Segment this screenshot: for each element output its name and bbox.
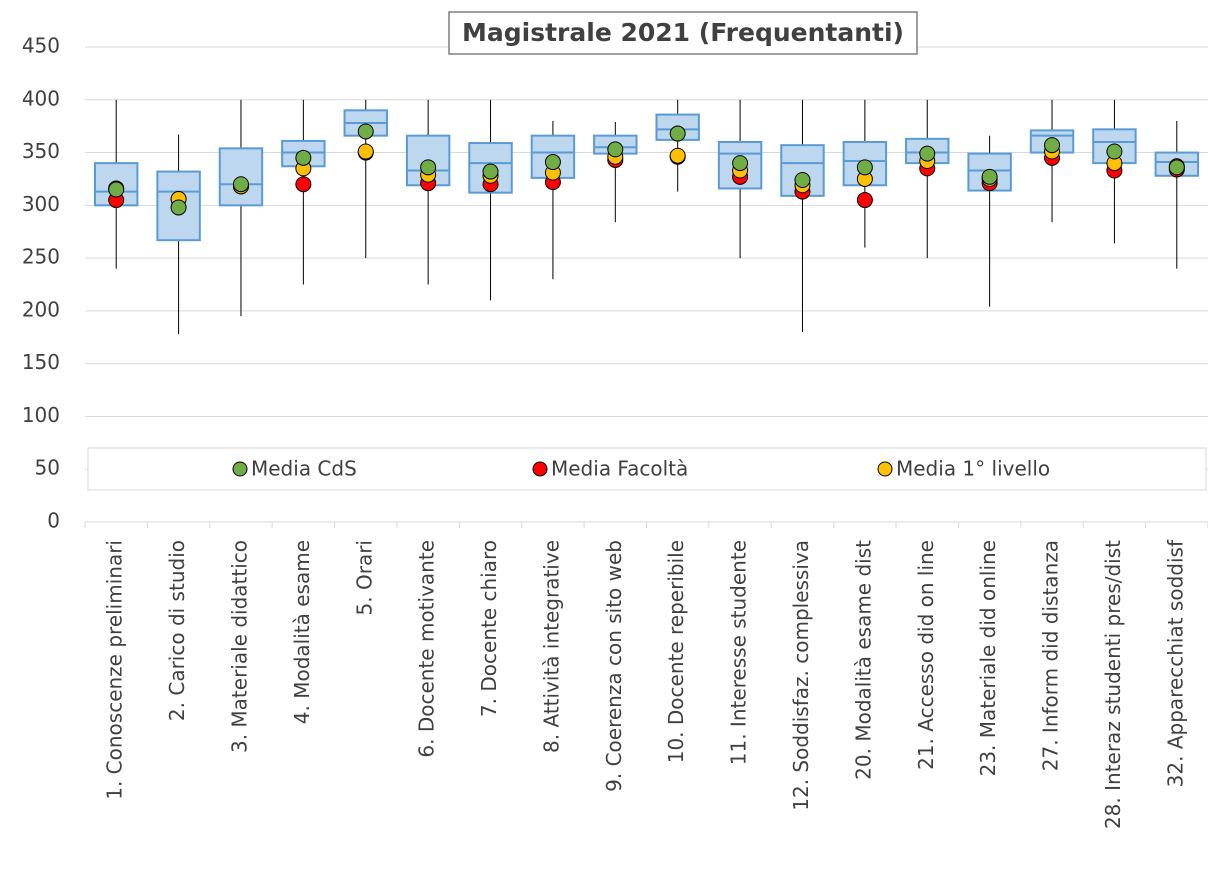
y-tick-label: 0 bbox=[47, 509, 60, 533]
legend-marker bbox=[877, 461, 893, 477]
x-tick-label: 10. Docente reperibile bbox=[664, 540, 688, 763]
x-tick-label: 5. Orari bbox=[352, 540, 376, 615]
legend-marker bbox=[232, 461, 248, 477]
mean-point bbox=[856, 159, 873, 176]
x-tick-label: 6. Docente motivante bbox=[415, 540, 439, 758]
x-tick-label: 11. Interesse studente bbox=[727, 540, 751, 765]
x-tick-label: 2. Carico di studio bbox=[165, 540, 189, 721]
mean-point bbox=[357, 143, 374, 160]
mean-point bbox=[482, 163, 499, 180]
mean-point bbox=[544, 154, 561, 171]
x-tick-label: 1. Conoscenze preliminari bbox=[103, 540, 127, 800]
mean-point bbox=[856, 192, 873, 209]
x-tick-label: 27. Inform did distanza bbox=[1039, 540, 1063, 771]
legend-label: Media 1° livello bbox=[896, 457, 1050, 481]
chart-title: Magistrale 2021 (Frequentanti) bbox=[462, 18, 904, 47]
y-tick-label: 50 bbox=[35, 456, 60, 480]
mean-point bbox=[420, 159, 437, 176]
x-tick-label: 7. Docente chiaro bbox=[477, 540, 501, 717]
x-tick-label: 32. Apparecchiat soddisf bbox=[1163, 539, 1187, 787]
x-tick-label: 21. Accesso did on line bbox=[914, 540, 938, 770]
x-tick-label: 28. Interaz studenti pres/dist bbox=[1101, 540, 1125, 829]
mean-point bbox=[794, 172, 811, 188]
x-tick-label: 8. Attività integrative bbox=[539, 540, 563, 753]
mean-point bbox=[669, 125, 686, 142]
x-tick-label: 4. Modalità esame bbox=[290, 540, 314, 724]
x-tick-label: 20. Modalità esame dist bbox=[851, 540, 875, 780]
y-tick-label: 300 bbox=[22, 192, 60, 216]
mean-point bbox=[170, 199, 187, 216]
y-tick-label: 450 bbox=[22, 34, 60, 58]
legend-label: Media Facoltà bbox=[551, 457, 688, 481]
legend-marker bbox=[532, 461, 548, 477]
title-box bbox=[448, 11, 918, 55]
y-tick-label: 400 bbox=[22, 86, 60, 110]
mean-point bbox=[981, 168, 998, 185]
y-tick-label: 250 bbox=[22, 245, 60, 269]
mean-point bbox=[357, 123, 374, 140]
mean-point bbox=[669, 147, 686, 164]
mean-point bbox=[108, 181, 125, 198]
x-tick-label: 23. Materiale did online bbox=[976, 540, 1000, 776]
mean-point bbox=[295, 149, 312, 166]
mean-point bbox=[1106, 143, 1123, 160]
mean-point bbox=[232, 176, 249, 193]
mean-point bbox=[732, 155, 749, 172]
mean-point bbox=[919, 145, 936, 162]
y-tick-label: 150 bbox=[22, 350, 60, 374]
legend-label: Media CdS bbox=[251, 457, 357, 481]
legend-box bbox=[87, 447, 1207, 491]
x-tick-label: 12. Soddisfaz. complessiva bbox=[789, 540, 813, 811]
mean-point bbox=[607, 141, 624, 158]
mean-point bbox=[1044, 137, 1061, 154]
x-tick-label: 9. Coerenza con sito web bbox=[602, 540, 626, 792]
y-tick-label: 200 bbox=[22, 297, 60, 321]
mean-point bbox=[1168, 159, 1185, 176]
mean-point bbox=[295, 176, 312, 193]
y-tick-label: 100 bbox=[22, 403, 60, 427]
x-tick-label: 3. Materiale didattico bbox=[227, 540, 251, 753]
y-tick-label: 350 bbox=[22, 139, 60, 163]
